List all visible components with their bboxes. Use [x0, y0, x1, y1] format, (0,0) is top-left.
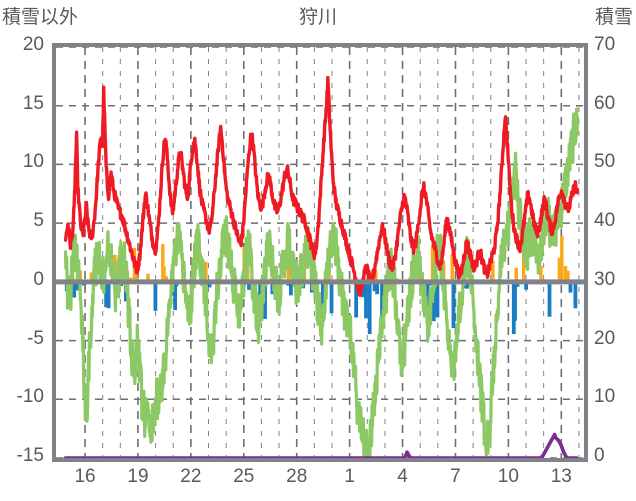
- x-tick-28: 28: [286, 466, 308, 487]
- x-tick-13: 13: [550, 466, 572, 487]
- y-tick-left-5: 5: [33, 210, 44, 232]
- blue-bar: [321, 281, 325, 322]
- orange-bar: [521, 238, 526, 282]
- orange-bar: [539, 265, 543, 282]
- series-green: [63, 107, 580, 458]
- blue-bar: [104, 281, 109, 308]
- orange-bar: [204, 261, 208, 282]
- x-tick-10: 10: [497, 466, 519, 487]
- blue-bar: [329, 281, 334, 314]
- x-tick-1: 1: [344, 466, 355, 487]
- y-tick-right-0: 0: [594, 445, 605, 466]
- blue-bar: [513, 281, 517, 321]
- blue-bar: [72, 281, 77, 298]
- blue-bar: [375, 281, 379, 295]
- orange-bar: [162, 266, 166, 282]
- series-red: [63, 75, 580, 297]
- blue-bar: [372, 281, 377, 292]
- blue-bar: [367, 281, 372, 335]
- y-tick-right-40: 40: [594, 210, 616, 232]
- right-axis-title: 積雪: [594, 7, 633, 28]
- y-tick-right-50: 50: [594, 151, 616, 173]
- blue-bar: [173, 281, 178, 311]
- x-tick-4: 4: [397, 466, 408, 487]
- blue-bar: [288, 281, 293, 296]
- plot-frame: [52, 43, 588, 462]
- page-title: 狩川: [298, 7, 337, 28]
- orange-bar: [491, 260, 495, 282]
- x-tick-25: 25: [233, 466, 255, 487]
- y-tick-right-70: 70: [594, 34, 616, 55]
- orange-bar: [89, 272, 94, 282]
- y-tick-left-neg5: -5: [27, 327, 44, 349]
- y-tick-right-20: 20: [594, 327, 616, 349]
- blue-bar: [354, 281, 359, 318]
- y-tick-left-0: 0: [33, 268, 44, 290]
- blue-bar: [568, 281, 573, 293]
- blue-bar: [106, 281, 111, 309]
- blue-bar: [247, 281, 251, 290]
- orange-bar: [164, 276, 169, 282]
- orange-bar: [286, 262, 291, 282]
- chart-svg: [56, 47, 584, 458]
- y-tick-right-30: 30: [594, 268, 616, 290]
- blue-bar: [380, 281, 384, 318]
- orange-bar: [161, 244, 165, 282]
- blue-bar: [465, 281, 469, 289]
- blue-bar: [153, 281, 158, 311]
- blue-bar: [573, 281, 578, 309]
- x-tick-19: 19: [127, 466, 149, 487]
- blue-bar: [524, 281, 529, 290]
- y-tick-left-10: 10: [22, 151, 44, 173]
- y-tick-right-10: 10: [594, 386, 616, 408]
- blue-bar: [361, 281, 366, 298]
- blue-bar: [74, 281, 79, 291]
- y-tick-right-60: 60: [594, 92, 616, 114]
- orange-bar: [146, 273, 150, 282]
- orange-bar: [430, 245, 435, 282]
- plot-area: [56, 47, 584, 458]
- orange-bar: [563, 266, 568, 282]
- blue-bar: [207, 281, 212, 288]
- orange-bar: [560, 235, 564, 282]
- series-purple-snow-depth: [63, 432, 579, 458]
- y-tick-left-20: 20: [22, 34, 44, 55]
- x-tick-16: 16: [74, 466, 96, 487]
- orange-bar: [514, 267, 518, 282]
- blue-bar: [451, 281, 456, 329]
- left-axis-title: 積雪以外: [2, 7, 79, 28]
- orange-bar: [374, 270, 378, 282]
- y-tick-left-neg10: -10: [16, 386, 44, 408]
- blue-bar: [364, 281, 368, 319]
- x-tick-7: 7: [450, 466, 461, 487]
- blue-bar: [435, 281, 440, 318]
- blue-bar: [258, 281, 262, 297]
- orange-bar: [450, 254, 454, 282]
- y-tick-left-15: 15: [22, 92, 44, 114]
- x-tick-22: 22: [180, 466, 202, 487]
- orange-bar: [557, 257, 562, 282]
- blue-bar: [547, 281, 552, 317]
- orange-bar: [566, 270, 570, 282]
- y-tick-left-neg15: -15: [16, 445, 44, 466]
